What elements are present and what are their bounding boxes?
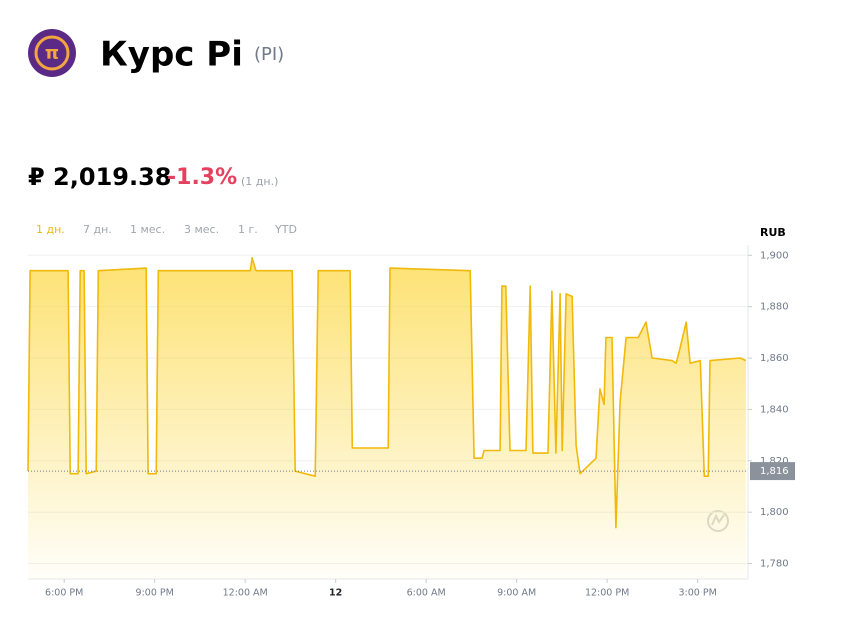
y-unit: RUB: [760, 226, 786, 239]
symbol: (PI): [254, 44, 284, 65]
change: -1.3%: [167, 165, 237, 190]
range-tab[interactable]: 1 мес.: [130, 223, 165, 236]
y-tick-label: 1,780: [760, 559, 789, 570]
x-tick-label: 12:00 PM: [585, 588, 629, 599]
area-fill: [28, 257, 746, 579]
range-tab[interactable]: 3 мес.: [184, 223, 219, 236]
y-tick-label: 1,800: [760, 507, 789, 518]
range-tab[interactable]: 1 дн.: [36, 223, 65, 236]
y-tick-label: 1,880: [760, 302, 789, 313]
y-tick-label: 1,900: [760, 250, 789, 261]
coin-icon: π: [28, 29, 76, 77]
range-tab[interactable]: 7 дн.: [83, 223, 112, 236]
x-tick-label: 6:00 AM: [407, 588, 446, 599]
reference-label: 1,816: [760, 466, 789, 477]
price-line: [27, 257, 747, 529]
x-tick-label: 6:00 PM: [45, 588, 83, 599]
svg-text:π: π: [45, 43, 59, 64]
range-tab[interactable]: YTD: [274, 223, 297, 236]
x-tick-label: 12:00 AM: [223, 588, 268, 599]
x-tick-label: 9:00 AM: [497, 588, 536, 599]
range-tab[interactable]: 1 г.: [238, 223, 258, 236]
y-tick-label: 1,840: [760, 404, 789, 415]
x-tick-label: 12: [329, 588, 342, 599]
x-tick-label: 9:00 PM: [136, 588, 174, 599]
title: Курс Pi: [100, 35, 243, 75]
period: (1 дн.): [241, 175, 278, 188]
reference-box: [750, 462, 795, 481]
y-tick-label: 1,820: [760, 456, 789, 467]
y-tick-label: 1,860: [760, 353, 789, 364]
x-tick-label: 3:00 PM: [678, 588, 716, 599]
price: ₽ 2,019.38: [28, 163, 171, 191]
